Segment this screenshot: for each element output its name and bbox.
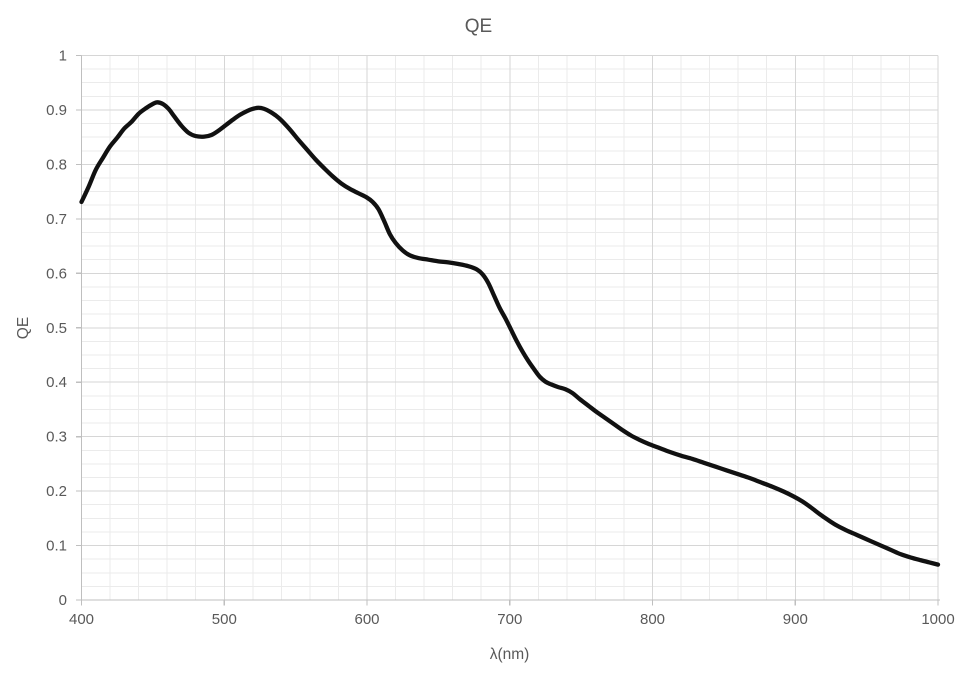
y-tick-label: 0.6 <box>46 265 67 282</box>
x-tick-label: 1000 <box>921 611 954 628</box>
major-gridlines <box>81 55 939 600</box>
axes <box>76 54 940 606</box>
x-tick-label: 400 <box>69 611 94 628</box>
x-tick-label: 700 <box>497 611 522 628</box>
y-tick-label: 0.9 <box>46 102 67 119</box>
y-tick-label: 0.7 <box>46 211 67 228</box>
tick-labels: 400 500 600 700 800 900 1000 0 0.1 0.2 0.3 0.4 0.5 0.… <box>46 48 955 629</box>
x-tick-label: 800 <box>640 611 665 628</box>
x-tick-label: 600 <box>354 611 379 628</box>
qe-series-line <box>79 100 941 567</box>
x-tick-label: 500 <box>212 611 237 628</box>
y-tick-label: 0.5 <box>46 320 67 337</box>
chart-title: QE <box>464 16 493 37</box>
y-tick-label: 0.8 <box>46 156 67 173</box>
x-tick-label: 900 <box>783 611 808 628</box>
y-tick-label: 0.2 <box>46 483 67 500</box>
y-tick-label: 0.3 <box>46 429 67 446</box>
y-tick-label: 1 <box>59 48 67 65</box>
y-tick-label: 0 <box>59 592 67 609</box>
y-tick-label: 0.1 <box>46 538 67 555</box>
x-axis-title: λ(nm) <box>489 646 530 663</box>
y-tick-label: 0.4 <box>46 374 67 391</box>
y-axis-title: QE <box>15 316 32 340</box>
